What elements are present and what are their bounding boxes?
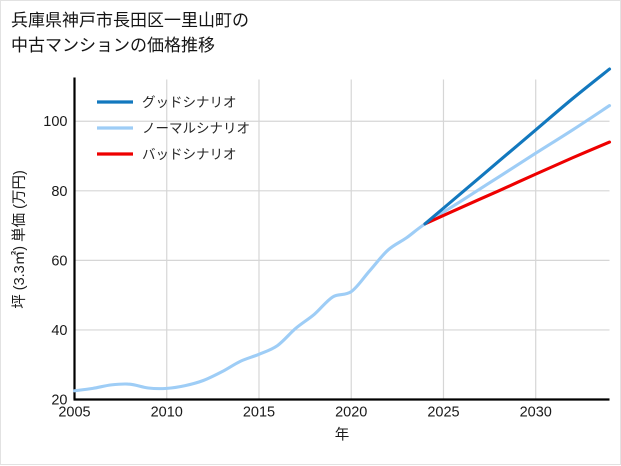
x-tick-label: 2020 (335, 405, 367, 421)
y-tick-label: 40 (51, 323, 67, 339)
x-tick-label: 2025 (427, 405, 459, 421)
y-axis-title: 坪 (3.3㎡) 単価 (万円) (11, 170, 28, 309)
x-tick-label: 2015 (243, 405, 275, 421)
y-tick-label: 20 (51, 393, 67, 409)
page-title: 兵庫県神戸市長田区一里山町の 中古マンションの価格推移 (11, 11, 249, 55)
legend-label: バッドシナリオ (142, 147, 237, 162)
series-line-normal (72, 104, 612, 393)
x-tick-label: 2005 (58, 405, 90, 421)
plot-axes (73, 77, 610, 401)
x-axis-tick-labels: 2005 2010 2015 2020 2025 2030 (58, 405, 551, 421)
series-line-good (423, 67, 612, 226)
y-tick-label: 60 (51, 253, 67, 269)
x-tick-label: 2030 (520, 405, 552, 421)
y-tick-label: 80 (51, 184, 67, 200)
y-tick-label: 100 (43, 114, 67, 130)
gridlines (73, 79, 610, 401)
series-line-bad (423, 140, 612, 226)
legend-label: ノーマルシナリオ (142, 121, 250, 136)
x-axis-title: 年 (335, 427, 350, 444)
x-tick-label: 2010 (151, 405, 183, 421)
legend-label: グッドシナリオ (142, 95, 237, 110)
y-axis-tick-labels: 20 40 60 80 100 (43, 114, 67, 408)
data-series-lines (72, 67, 612, 393)
